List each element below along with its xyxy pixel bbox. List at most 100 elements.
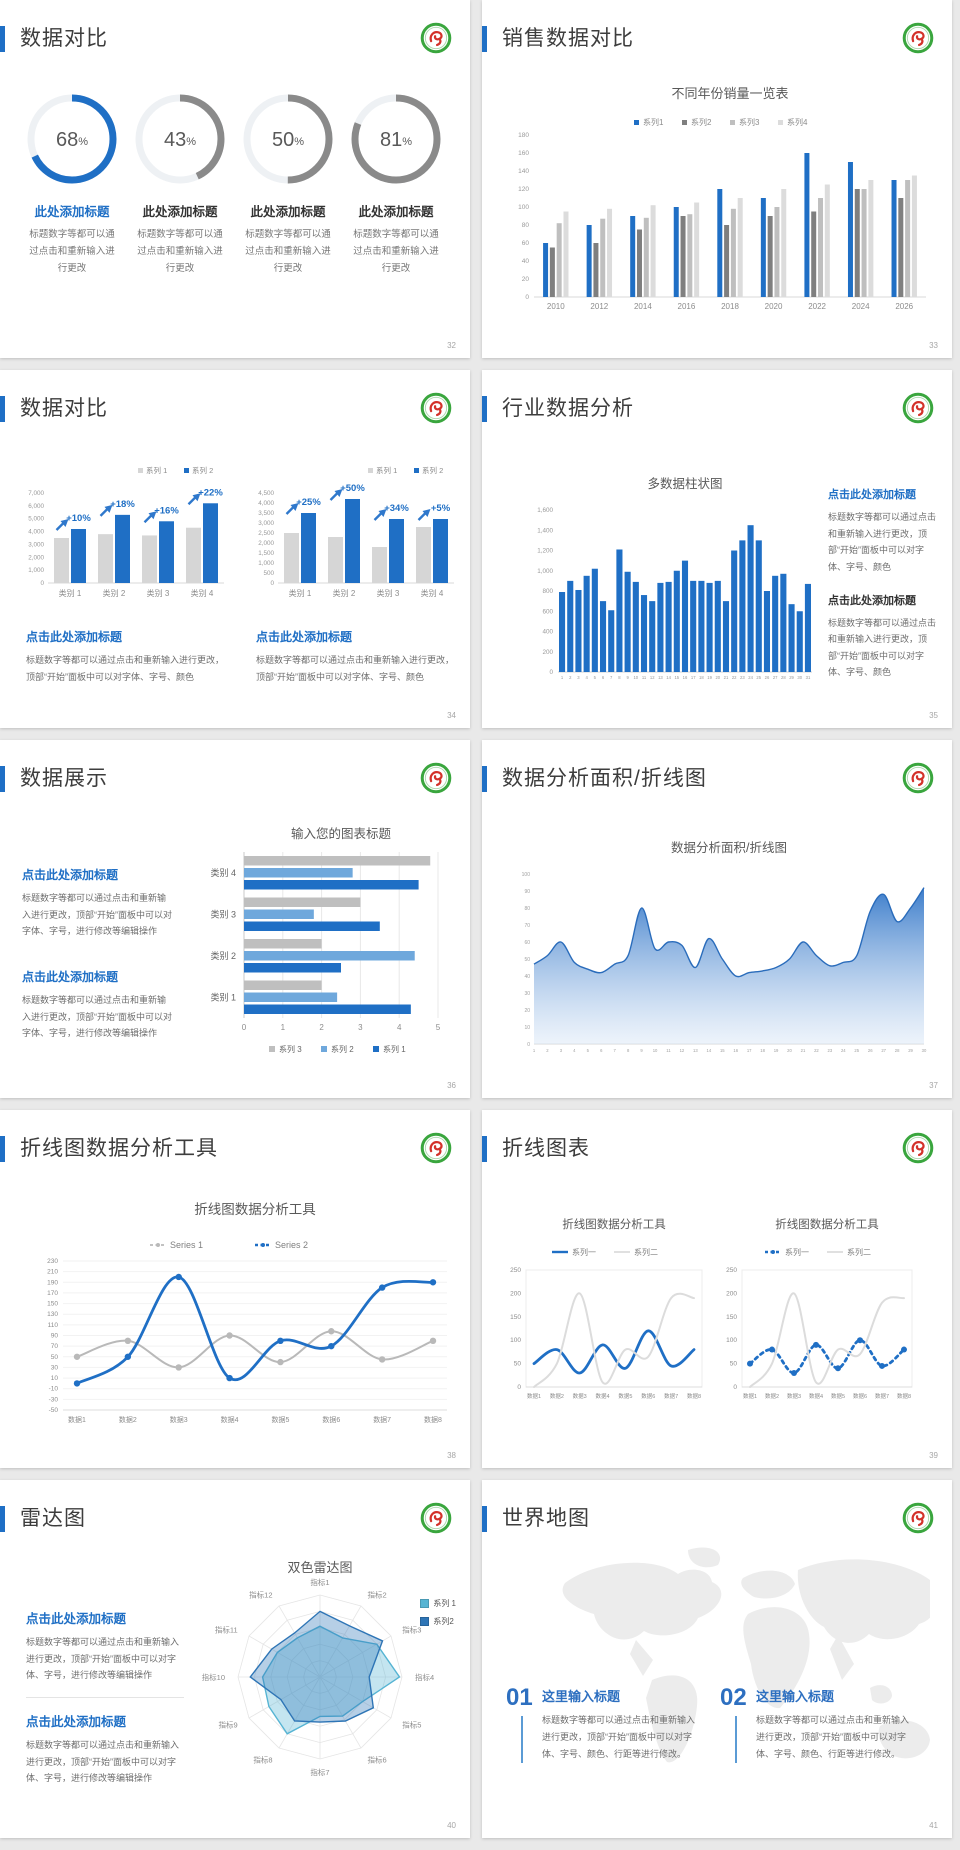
svg-text:200: 200 bbox=[542, 649, 553, 656]
svg-text:20: 20 bbox=[524, 1008, 530, 1014]
slide-title: 折线图数据分析工具 bbox=[20, 1137, 218, 1160]
slide-thumb-33[interactable]: 销售数据对比 不同年份销量一览表 系列1 系列2 系列3 系列4 0 20 40 60 80 100… bbox=[482, 0, 952, 358]
caption-desc: 标题数字等都可以通过点击和重新输入进行更改，顶部“开始”面板中可以对字体、字号、… bbox=[828, 512, 937, 572]
item-accent-line bbox=[521, 1716, 523, 1764]
caption-desc: 标题数字等都可以通过点击和重新输入进行更改，顶部“开始”面板中可以对字体、字号，… bbox=[22, 893, 172, 937]
slide-thumb-39[interactable]: 折线图表 折线图数据分析工具 系列一 系列二 0 50 100 150 200 250 数据1 数据… bbox=[482, 1110, 952, 1468]
slide-thumb-37[interactable]: 数据分析面积/折线图 数据分析面积/折线图 0 10 20 30 40 50 60 70 80 90… bbox=[482, 740, 952, 1098]
svg-text:100: 100 bbox=[518, 204, 529, 211]
donut-desc: 标题数字等都可以通过点击和重新输入进行更改 bbox=[29, 229, 115, 275]
svg-text:250: 250 bbox=[510, 1267, 521, 1274]
svg-text:100: 100 bbox=[522, 872, 531, 878]
svg-text:110: 110 bbox=[48, 1322, 59, 1329]
svg-text:15: 15 bbox=[720, 1048, 725, 1053]
svg-text:输入您的图表标题: 输入您的图表标题 bbox=[291, 826, 392, 841]
donut-ring: 81% bbox=[351, 94, 441, 184]
brand-logo-svg bbox=[902, 1132, 934, 1164]
svg-text:30: 30 bbox=[51, 1364, 59, 1371]
svg-text:2024: 2024 bbox=[852, 302, 870, 311]
svg-text:系列2: 系列2 bbox=[691, 117, 712, 127]
svg-text:0: 0 bbox=[270, 580, 274, 587]
brand-logo-svg bbox=[420, 1132, 452, 1164]
svg-text:90: 90 bbox=[524, 889, 530, 895]
svg-text:+16%: +16% bbox=[154, 505, 179, 516]
svg-text:29: 29 bbox=[908, 1048, 913, 1053]
svg-text:600: 600 bbox=[542, 608, 553, 615]
donut-ring: 50% bbox=[243, 94, 333, 184]
svg-text:24: 24 bbox=[841, 1048, 846, 1053]
caption-block: 点击此处添加标题 标题数字等都可以通过点击和重新输入进行更改，顶部“开始”面板中可… bbox=[22, 968, 172, 1042]
svg-text:2,500: 2,500 bbox=[258, 530, 274, 537]
svg-text:数据5: 数据5 bbox=[271, 1415, 289, 1424]
svg-text:系列 3: 系列 3 bbox=[279, 1044, 302, 1054]
caption-title: 点击此处添加标题 bbox=[256, 630, 353, 644]
svg-text:数据1: 数据1 bbox=[743, 1392, 757, 1400]
svg-text:Series 2: Series 2 bbox=[275, 1240, 308, 1250]
svg-text:系列 1: 系列 1 bbox=[146, 465, 167, 475]
svg-text:4: 4 bbox=[573, 1048, 576, 1053]
caption-block: 点击此处添加标题 标题数字等都可以通过点击和重新输入进行更改，顶部“开始”面板中可… bbox=[22, 866, 172, 940]
svg-text:2,000: 2,000 bbox=[28, 554, 44, 561]
caption-block: 点击此处添加标题 标题数字等都可以通过点击和重新输入进行更改，顶部“开始”面板中可… bbox=[256, 628, 454, 685]
svg-text:18: 18 bbox=[699, 675, 704, 680]
svg-text:4,000: 4,000 bbox=[258, 500, 274, 507]
slide-thumb-38[interactable]: 折线图数据分析工具 折线图数据分析工具 Series 1 Series 2 -50 -3… bbox=[0, 1110, 470, 1468]
svg-text:2016: 2016 bbox=[678, 302, 696, 311]
svg-text:24: 24 bbox=[748, 675, 753, 680]
slide-title: 折线图表 bbox=[502, 1137, 590, 1160]
caption-block: 点击此处添加标题 标题数字等都可以通过点击和重新输入进行更改，顶部“开始”面板中可… bbox=[26, 1608, 184, 1684]
svg-text:210: 210 bbox=[47, 1269, 58, 1276]
slide-title: 世界地图 bbox=[502, 1507, 590, 1530]
svg-text:200: 200 bbox=[510, 1290, 521, 1297]
svg-text:1,500: 1,500 bbox=[258, 550, 274, 557]
svg-text:500: 500 bbox=[263, 570, 274, 577]
svg-text:70: 70 bbox=[51, 1343, 59, 1350]
slide-thumb-36[interactable]: 数据展示 点击此处添加标题 标题数字等都可以通过点击和重新输入进行更改，顶部“开始… bbox=[0, 740, 470, 1098]
svg-text:28: 28 bbox=[895, 1048, 900, 1053]
slide-title: 数据分析面积/折线图 bbox=[502, 767, 707, 790]
svg-text:数据4: 数据4 bbox=[221, 1415, 239, 1424]
svg-text:68%: 68% bbox=[56, 129, 88, 151]
caption-block: 点击此处添加标题 标题数字等都可以通过点击和重新输入进行更改，顶部“开始”面板中可… bbox=[26, 628, 224, 685]
svg-text:25: 25 bbox=[756, 675, 761, 680]
svg-text:数据3: 数据3 bbox=[170, 1415, 188, 1424]
donut-ring: 43% bbox=[135, 94, 225, 184]
svg-text:数据2: 数据2 bbox=[119, 1415, 137, 1424]
svg-text:15: 15 bbox=[674, 675, 679, 680]
world-map-graphic bbox=[540, 1538, 938, 1801]
slide-thumb-35[interactable]: 行业数据分析 多数据柱状图 0 200 400 600 800 1,000 1,200 1,40… bbox=[482, 370, 952, 728]
svg-text:14: 14 bbox=[706, 1048, 711, 1053]
item-title: 这里输入标题 bbox=[542, 1689, 621, 1704]
svg-text:0: 0 bbox=[242, 1023, 247, 1032]
svg-text:系列一: 系列一 bbox=[572, 1247, 596, 1257]
svg-text:60: 60 bbox=[522, 240, 530, 247]
svg-text:23: 23 bbox=[828, 1048, 833, 1053]
page-number: 37 bbox=[929, 1081, 938, 1090]
svg-text:0: 0 bbox=[733, 1384, 737, 1391]
slide-thumb-32[interactable]: 数据对比 68% 此处添加标题 标题数字等都可以通过点击和重新输入进行更改 43% 此处… bbox=[0, 0, 470, 358]
slide-thumb-41[interactable]: 世界地图 01 这里输入标题 标题数字等都可以通过点击和重新输入进行更改，顶部“开始… bbox=[482, 1480, 952, 1838]
svg-text:+5%: +5% bbox=[431, 503, 451, 514]
svg-text:+50%: +50% bbox=[340, 483, 365, 494]
slide-thumb-40[interactable]: 雷达图 点击此处添加标题 标题数字等都可以通过点击和重新输入进行更改，顶部“开始”… bbox=[0, 1480, 470, 1838]
item-number: 02 bbox=[720, 1684, 747, 1711]
donut-desc: 标题数字等都可以通过点击和重新输入进行更改 bbox=[137, 229, 223, 275]
svg-text:2,000: 2,000 bbox=[258, 540, 274, 547]
svg-text:40: 40 bbox=[522, 258, 530, 265]
svg-text:系列 2: 系列 2 bbox=[422, 465, 443, 475]
slide-title: 数据对比 bbox=[20, 27, 108, 50]
page-number: 40 bbox=[447, 1821, 456, 1830]
svg-text:+10%: +10% bbox=[66, 513, 91, 524]
svg-text:0: 0 bbox=[517, 1384, 521, 1391]
svg-text:指标10: 指标10 bbox=[202, 1672, 225, 1682]
caption-desc: 标题数字等都可以通过点击和重新输入进行更改，顶部“开始”面板中可以对字体、字号，… bbox=[26, 1637, 180, 1681]
svg-text:8: 8 bbox=[618, 675, 621, 680]
slide-thumb-34[interactable]: 数据对比 系列 1 系列 2 0 1,000 2,000 3,000 4,000 5,000 6… bbox=[0, 370, 470, 728]
svg-text:指标9: 指标9 bbox=[219, 1720, 238, 1730]
svg-text:4: 4 bbox=[585, 675, 588, 680]
svg-text:400: 400 bbox=[542, 629, 553, 636]
svg-text:0: 0 bbox=[525, 294, 529, 301]
svg-text:4,500: 4,500 bbox=[258, 490, 274, 497]
svg-text:数据8: 数据8 bbox=[687, 1392, 701, 1400]
